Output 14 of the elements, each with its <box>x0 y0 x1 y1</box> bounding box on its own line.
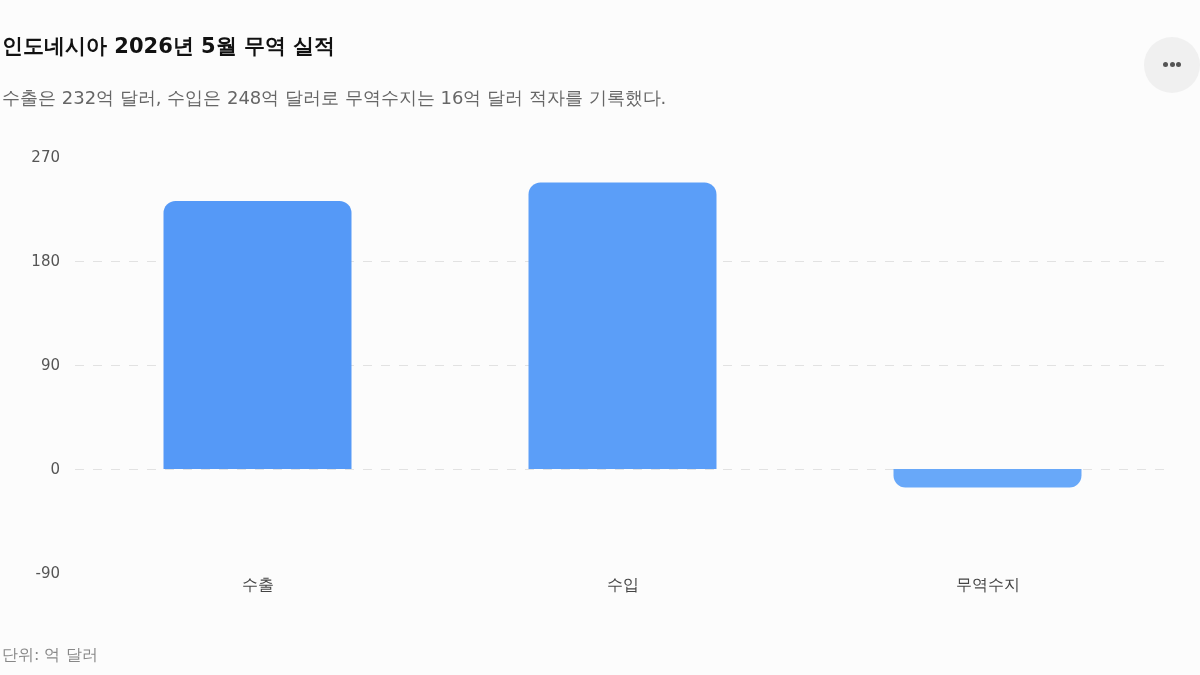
y-tick-label: 0 <box>50 460 60 479</box>
y-tick-label: 270 <box>31 148 60 167</box>
y-tick-label: 90 <box>40 356 60 375</box>
chart-subtitle: 수출은 232억 달러, 수입은 248억 달러로 무역수지는 16억 달러 적자를 기록했다. <box>2 86 667 110</box>
y-tick-label: 180 <box>31 252 60 271</box>
x-tick-label: 무역수지 <box>955 575 1020 594</box>
chart-title: 인도네시아 2026년 5월 무역 실적 <box>2 33 336 60</box>
x-tick-label: 수출 <box>241 575 274 594</box>
x-tick-label: 수입 <box>606 575 639 594</box>
bar <box>528 182 717 469</box>
bar <box>893 469 1082 488</box>
bar <box>163 200 352 469</box>
text: 단위: 억 달러 <box>2 645 98 666</box>
y-tick-label: -90 <box>35 564 60 583</box>
